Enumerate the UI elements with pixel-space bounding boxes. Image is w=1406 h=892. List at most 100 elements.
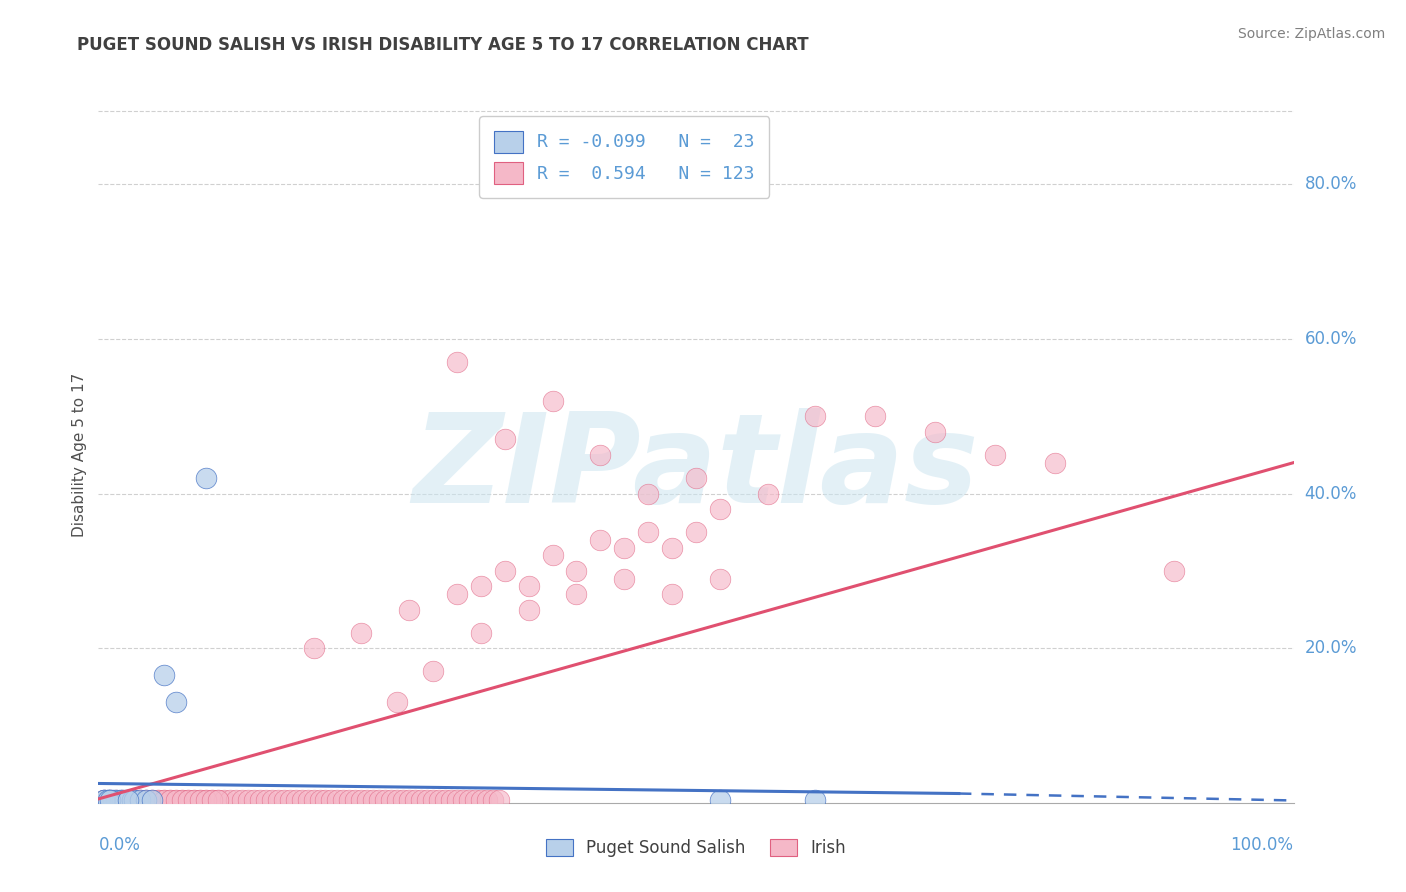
Point <box>380 793 402 807</box>
Point <box>117 793 139 807</box>
Point <box>685 471 707 485</box>
Point <box>302 641 325 656</box>
Point <box>637 525 659 540</box>
Point <box>98 793 122 807</box>
Point <box>297 793 319 807</box>
Text: 80.0%: 80.0% <box>1305 176 1357 194</box>
Point <box>93 793 115 807</box>
Point <box>212 793 235 807</box>
Point <box>98 793 122 807</box>
Point <box>1163 564 1185 578</box>
Point <box>249 793 271 807</box>
Point <box>565 587 588 601</box>
Point <box>148 793 170 807</box>
Point <box>111 793 134 807</box>
Point <box>165 695 187 709</box>
Point <box>93 793 115 807</box>
Point <box>422 665 444 679</box>
Point <box>481 793 505 807</box>
Point <box>404 793 426 807</box>
Point <box>315 793 337 807</box>
Y-axis label: Disability Age 5 to 17: Disability Age 5 to 17 <box>72 373 87 537</box>
Point <box>141 793 163 807</box>
Point <box>105 793 128 807</box>
Point <box>589 448 612 462</box>
Point <box>398 602 420 616</box>
Text: 100.0%: 100.0% <box>1230 836 1294 855</box>
Text: PUGET SOUND SALISH VS IRISH DISABILITY AGE 5 TO 17 CORRELATION CHART: PUGET SOUND SALISH VS IRISH DISABILITY A… <box>77 36 808 54</box>
Point <box>411 793 433 807</box>
Point <box>709 502 731 516</box>
Point <box>661 541 683 555</box>
Point <box>451 793 474 807</box>
Point <box>685 525 707 540</box>
Point <box>392 793 415 807</box>
Point <box>488 793 510 807</box>
Point <box>172 793 194 807</box>
Point <box>141 793 163 807</box>
Point <box>267 793 290 807</box>
Point <box>308 793 330 807</box>
Point <box>321 793 343 807</box>
Point <box>254 793 277 807</box>
Point <box>111 793 134 807</box>
Point <box>385 695 409 709</box>
Text: 20.0%: 20.0% <box>1305 640 1357 657</box>
Point <box>470 579 492 593</box>
Point <box>165 793 187 807</box>
Point <box>153 793 176 807</box>
Text: 60.0%: 60.0% <box>1305 330 1357 348</box>
Point <box>709 793 731 807</box>
Legend: Puget Sound Salish, Irish: Puget Sound Salish, Irish <box>540 832 852 864</box>
Point <box>97 793 120 807</box>
Point <box>385 793 409 807</box>
Point <box>273 793 295 807</box>
Point <box>541 393 564 408</box>
Point <box>565 564 588 578</box>
Point <box>114 793 136 807</box>
Point <box>165 793 187 807</box>
Point <box>129 793 152 807</box>
Point <box>141 793 163 807</box>
Point <box>201 793 224 807</box>
Point <box>924 425 946 439</box>
Point <box>195 793 218 807</box>
Point <box>356 793 378 807</box>
Point <box>709 572 731 586</box>
Point <box>207 793 229 807</box>
Point <box>344 793 367 807</box>
Point <box>350 793 373 807</box>
Point <box>470 793 492 807</box>
Point <box>984 448 1007 462</box>
Point <box>117 793 139 807</box>
Point <box>332 793 354 807</box>
Point <box>517 579 540 593</box>
Point <box>416 793 439 807</box>
Point <box>135 793 157 807</box>
Point <box>613 541 636 555</box>
Point <box>278 793 301 807</box>
Point <box>637 486 659 500</box>
Point <box>804 793 827 807</box>
Point <box>159 793 181 807</box>
Point <box>195 471 218 485</box>
Point <box>148 793 170 807</box>
Point <box>153 668 176 682</box>
Point <box>804 409 827 424</box>
Point <box>183 793 205 807</box>
Point <box>135 793 157 807</box>
Point <box>446 793 468 807</box>
Point <box>243 793 266 807</box>
Point <box>613 572 636 586</box>
Point <box>231 793 253 807</box>
Point <box>589 533 612 547</box>
Point <box>105 793 128 807</box>
Point <box>188 793 211 807</box>
Point <box>98 793 122 807</box>
Point <box>494 433 516 447</box>
Point <box>541 549 564 563</box>
Point <box>427 793 450 807</box>
Point <box>225 793 247 807</box>
Point <box>260 793 283 807</box>
Point <box>101 793 124 807</box>
